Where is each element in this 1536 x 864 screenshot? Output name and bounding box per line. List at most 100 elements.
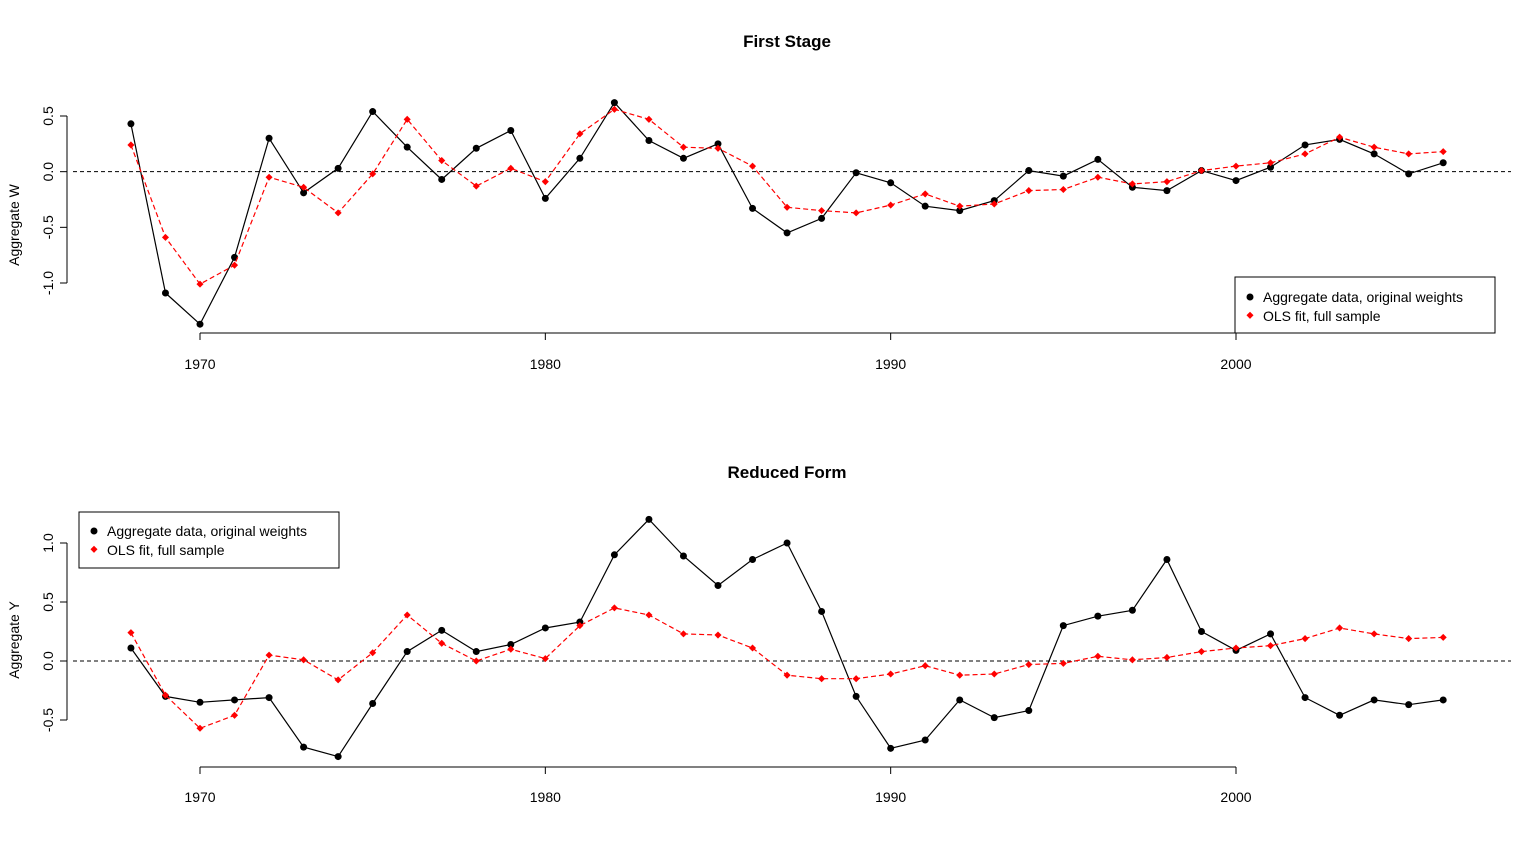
- data-point-series-1: [887, 179, 895, 187]
- data-point-series-2: [610, 604, 618, 612]
- data-point-series-2: [921, 662, 929, 670]
- panel-reduced-form: Reduced Form Aggregate Y 1970 1980 1990 200…: [6, 463, 1511, 805]
- data-point-series-1: [300, 743, 308, 751]
- data-point-series-2: [1439, 633, 1447, 641]
- data-point-series-2: [472, 657, 480, 665]
- data-point-series-2: [852, 675, 860, 683]
- data-point-series-1: [265, 134, 273, 142]
- data-point-series-2: [921, 190, 929, 198]
- data-point-series-2: [887, 670, 895, 678]
- data-point-series-1: [1094, 612, 1102, 620]
- data-point-series-1: [1025, 707, 1033, 715]
- data-point-series-2: [196, 280, 204, 288]
- data-point-series-1: [679, 154, 687, 162]
- data-point-series-2: [1232, 162, 1240, 170]
- data-point-series-1: [1025, 167, 1033, 175]
- data-point-series-2: [230, 711, 239, 719]
- legend-box: [1234, 276, 1496, 334]
- y-tick-label: 0.5: [40, 592, 56, 612]
- data-point-series-1: [1163, 187, 1171, 195]
- legend-label-series-1: Aggregate data, original weights: [1263, 289, 1463, 305]
- data-point-series-2: [127, 629, 135, 637]
- data-point-series-1: [1439, 696, 1447, 704]
- data-point-series-1: [576, 618, 584, 626]
- data-point-series-1: [1267, 163, 1275, 171]
- data-point-series-1: [1059, 172, 1067, 180]
- data-point-series-2: [403, 611, 411, 619]
- data-point-series-1: [610, 551, 618, 559]
- data-point-series-1: [852, 169, 860, 177]
- data-point-series-2: [714, 144, 722, 152]
- data-point-series-1: [127, 644, 135, 652]
- data-point-series-2: [1025, 661, 1033, 669]
- series-line-2: [130, 108, 1444, 285]
- data-point-series-1: [403, 648, 411, 656]
- data-point-series-2: [1094, 652, 1102, 660]
- data-point-series-2: [472, 182, 480, 190]
- data-point-series-2: [852, 209, 860, 217]
- y-tick-label: -0.5: [40, 708, 56, 732]
- y-tick-label: 1.0: [40, 533, 56, 553]
- data-point-series-1: [610, 99, 618, 107]
- data-point-series-2: [748, 162, 757, 170]
- y-tick-label: -1.0: [40, 271, 56, 295]
- data-point-series-1: [1232, 177, 1240, 185]
- data-point-series-2: [783, 671, 791, 679]
- data-point-series-2: [300, 656, 308, 664]
- x-tick-label: 1970: [184, 356, 215, 372]
- x-tick-label: 2000: [1220, 789, 1251, 805]
- data-point-series-2: [1094, 173, 1102, 181]
- data-point-series-2: [1370, 630, 1378, 638]
- data-point-series-1: [403, 143, 411, 151]
- data-point-series-1: [1439, 159, 1447, 167]
- data-point-series-2: [438, 639, 446, 647]
- data-point-series-1: [783, 539, 791, 547]
- data-point-series-1: [1336, 711, 1344, 719]
- data-point-series-1: [1059, 622, 1067, 630]
- data-point-series-1: [507, 126, 515, 134]
- data-point-series-2: [438, 156, 446, 165]
- data-point-series-1: [334, 164, 342, 172]
- x-tick-label: 1990: [875, 789, 906, 805]
- data-point-series-1: [921, 736, 929, 744]
- data-point-series-1: [1370, 150, 1378, 158]
- data-point-series-1: [231, 696, 239, 704]
- data-point-series-1: [1405, 701, 1413, 709]
- data-point-series-2: [403, 115, 411, 123]
- data-point-series-2: [1266, 642, 1275, 650]
- data-point-series-2: [369, 649, 377, 657]
- data-point-series-2: [369, 170, 377, 178]
- data-point-series-1: [472, 144, 480, 152]
- data-point-series-2: [990, 670, 998, 678]
- data-point-series-1: [956, 696, 964, 704]
- data-point-series-1: [438, 175, 446, 183]
- data-point-series-2: [956, 671, 964, 679]
- chart-title: First Stage: [743, 32, 831, 51]
- data-point-series-1: [541, 624, 549, 632]
- x-tick-label: 2000: [1220, 356, 1251, 372]
- y-tick-label: 0.0: [40, 651, 56, 671]
- data-point-series-2: [714, 631, 722, 639]
- data-point-series-2: [576, 130, 584, 138]
- data-point-series-2: [127, 141, 135, 149]
- data-point-series-2: [541, 178, 549, 186]
- legend: Aggregate data, original weights OLS fit…: [1234, 276, 1496, 334]
- data-point-series-1: [576, 154, 584, 162]
- data-point-series-1: [1267, 630, 1275, 638]
- legend: Aggregate data, original weights OLS fit…: [78, 511, 340, 569]
- data-point-series-2: [818, 207, 826, 215]
- data-point-series-1: [1301, 694, 1309, 702]
- data-point-series-1: [1163, 556, 1171, 564]
- data-point-series-2: [990, 200, 998, 208]
- data-point-series-1: [127, 120, 135, 128]
- data-point-series-2: [1405, 150, 1413, 158]
- data-point-series-1: [818, 607, 826, 615]
- data-point-series-1: [645, 515, 653, 523]
- data-point-series-2: [161, 691, 170, 699]
- data-point-series-1: [679, 552, 687, 560]
- legend-marker-series-1: [1246, 293, 1254, 301]
- x-tick-label: 1980: [530, 789, 561, 805]
- data-point-series-2: [196, 724, 204, 732]
- data-point-series-1: [1094, 155, 1102, 163]
